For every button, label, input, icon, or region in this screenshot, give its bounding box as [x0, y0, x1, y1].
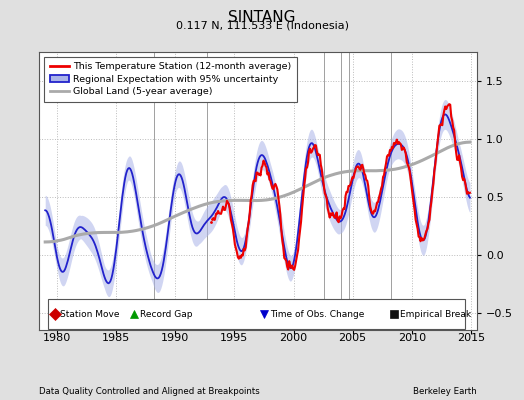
Text: 1980: 1980 [43, 333, 71, 343]
Text: SINTANG: SINTANG [228, 10, 296, 25]
Text: Empirical Break: Empirical Break [400, 310, 471, 318]
Text: 2000: 2000 [279, 333, 308, 343]
Text: 2015: 2015 [457, 333, 485, 343]
Text: Station Move: Station Move [60, 310, 120, 318]
Text: Berkeley Earth: Berkeley Earth [413, 387, 477, 396]
Text: 1995: 1995 [220, 333, 248, 343]
Text: Data Quality Controlled and Aligned at Breakpoints: Data Quality Controlled and Aligned at B… [39, 387, 260, 396]
Text: Time of Obs. Change: Time of Obs. Change [270, 310, 364, 318]
Text: 1985: 1985 [102, 333, 130, 343]
Text: 0.117 N, 111.533 E (Indonesia): 0.117 N, 111.533 E (Indonesia) [176, 21, 348, 31]
Text: 2005: 2005 [339, 333, 367, 343]
Text: 1990: 1990 [161, 333, 189, 343]
Legend: This Temperature Station (12-month average), Regional Expectation with 95% uncer: This Temperature Station (12-month avera… [44, 57, 297, 102]
Text: 2010: 2010 [398, 333, 426, 343]
FancyBboxPatch shape [48, 299, 465, 330]
Text: Record Gap: Record Gap [139, 310, 192, 318]
